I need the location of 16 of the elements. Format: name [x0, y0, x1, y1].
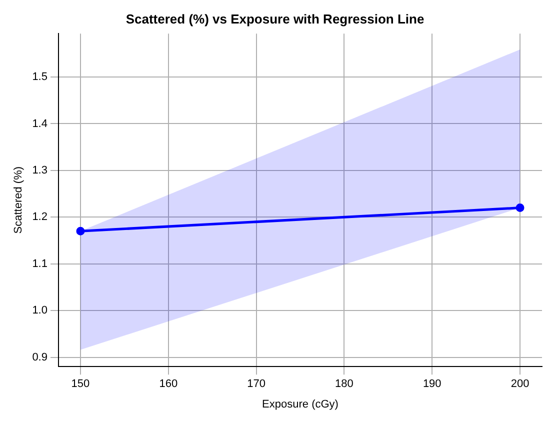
- x-tick-label: 190: [422, 378, 442, 390]
- y-tick-label: 1.3: [32, 164, 48, 176]
- x-axis-title: Exposure (cGy): [262, 398, 338, 410]
- y-tick-label: 1.0: [32, 304, 48, 317]
- y-tick-label: 1.4: [32, 118, 48, 130]
- x-tick-label: 160: [159, 378, 178, 390]
- x-tick-label: 180: [335, 378, 354, 390]
- y-tick-label: 1.1: [32, 258, 48, 270]
- x-tick-label: 170: [247, 378, 266, 390]
- y-tick-label: 1.5: [32, 71, 48, 84]
- x-tick-label: 150: [71, 378, 90, 390]
- y-axis-title: Scattered (%): [12, 166, 25, 234]
- y-tick-label: 0.9: [32, 351, 48, 364]
- chart-title: Scattered (%) vs Exposure with Regression Line: [126, 11, 424, 26]
- x-tick-label: 200: [510, 378, 530, 390]
- y-tick-label: 1.2: [32, 211, 48, 224]
